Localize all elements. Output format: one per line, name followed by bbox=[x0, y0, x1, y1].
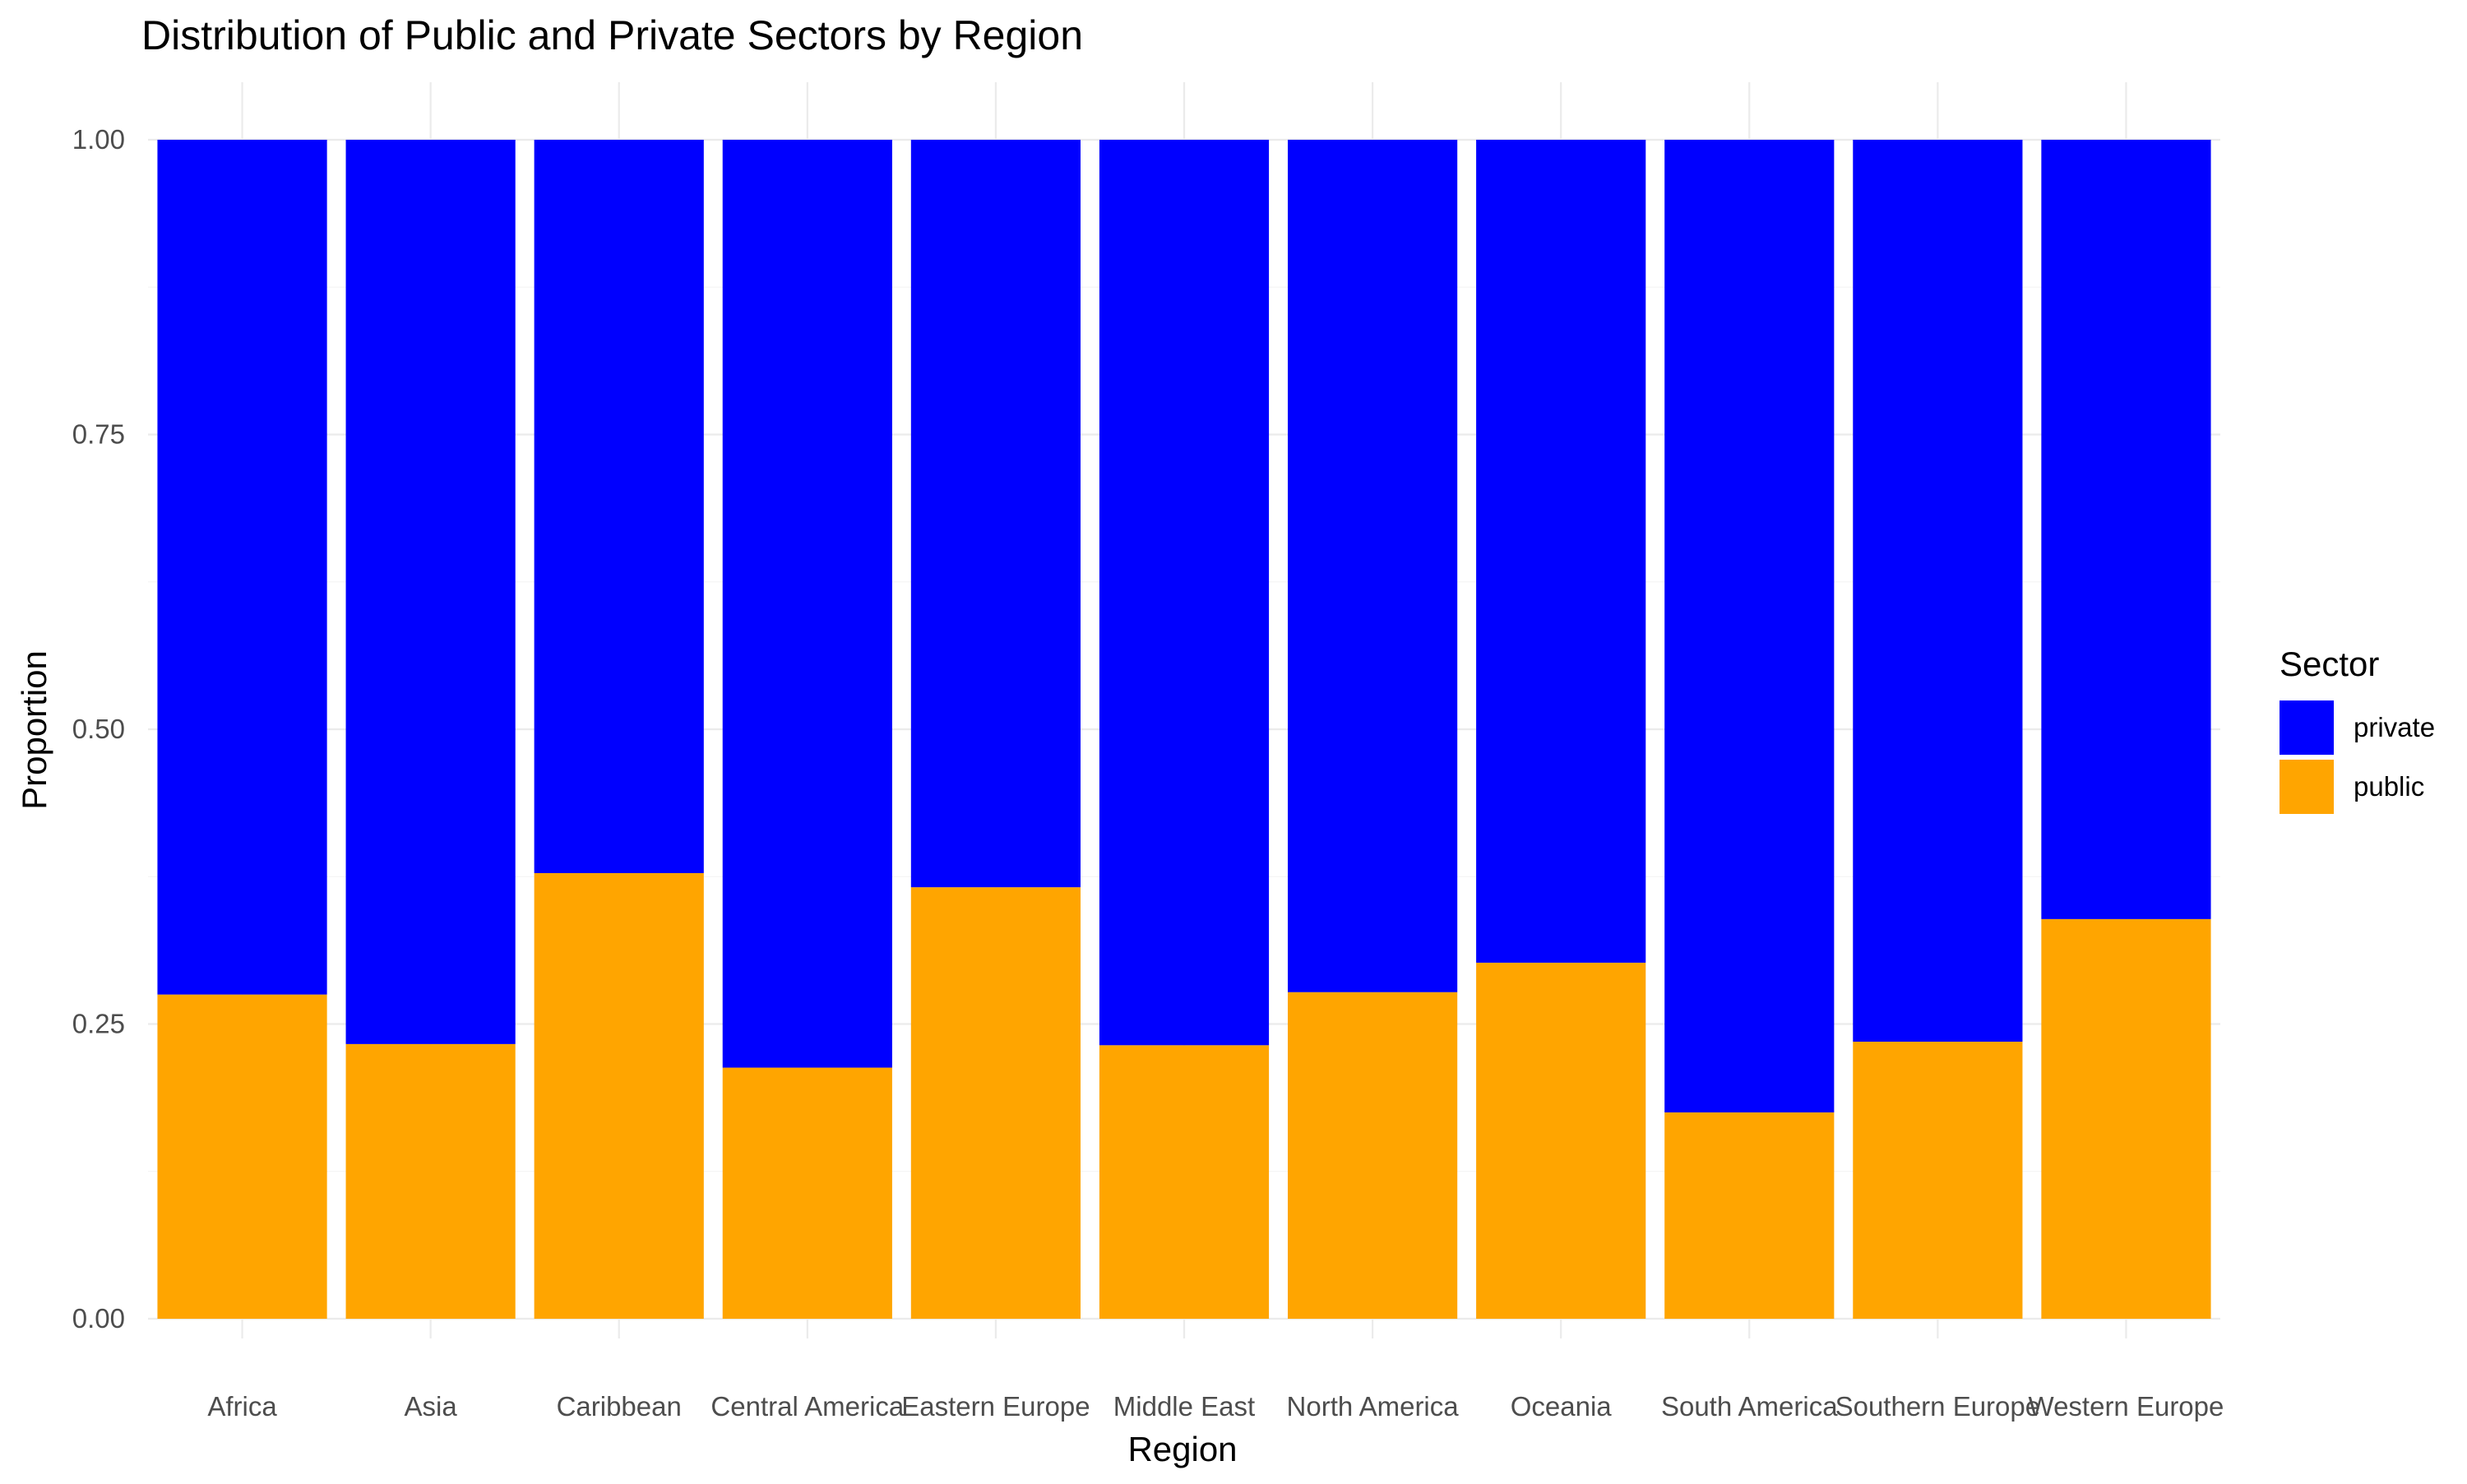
bar-private-middle-east bbox=[1099, 140, 1270, 1046]
x-tick-label: Caribbean bbox=[557, 1391, 682, 1422]
bar-public-north-america bbox=[1288, 992, 1458, 1319]
bar-public-southern-europe bbox=[1853, 1042, 2023, 1319]
bar-public-asia bbox=[345, 1043, 516, 1319]
x-tick-label: Western Europe bbox=[2029, 1391, 2224, 1422]
bar-public-caribbean bbox=[534, 872, 704, 1319]
x-tick-labels: Africa Asia Caribbean Central AmericaEaster… bbox=[207, 1391, 2224, 1422]
legend-key-public bbox=[2280, 760, 2334, 814]
bar-private-western-europe bbox=[2041, 140, 2211, 919]
legend-title: Sector bbox=[2280, 645, 2379, 683]
x-tick-label: Eastern Europe bbox=[901, 1391, 1090, 1422]
x-tick-label: Africa bbox=[207, 1391, 277, 1422]
bar-private-africa bbox=[157, 140, 327, 995]
y-tick-label: 0.25 bbox=[72, 1009, 125, 1039]
bar-private-eastern-europe bbox=[910, 140, 1081, 888]
y-tick-labels: 0.00 0.25 0.50 0.75 1.00 bbox=[72, 124, 125, 1334]
legend: private public bbox=[2280, 700, 2435, 814]
x-axis-title: Region bbox=[1127, 1430, 1237, 1468]
bar-public-middle-east bbox=[1099, 1045, 1270, 1319]
bars bbox=[157, 140, 2211, 1319]
bar-public-central-america bbox=[722, 1067, 892, 1319]
bar-public-africa bbox=[157, 994, 327, 1319]
bar-public-oceania bbox=[1476, 962, 1646, 1319]
y-tick-label: 0.75 bbox=[72, 419, 125, 450]
x-tick-label: Central America bbox=[710, 1391, 904, 1422]
legend-key-private bbox=[2280, 700, 2334, 755]
y-tick-label: 0.00 bbox=[72, 1303, 125, 1334]
bar-private-oceania bbox=[1476, 140, 1646, 963]
bar-private-caribbean bbox=[534, 140, 704, 873]
bar-private-asia bbox=[345, 140, 516, 1044]
legend-label-public: public bbox=[2354, 771, 2424, 802]
bar-private-central-america bbox=[722, 140, 892, 1068]
y-tick-label: 0.50 bbox=[72, 714, 125, 744]
x-tick-label: North America bbox=[1287, 1391, 1460, 1422]
y-tick-label: 1.00 bbox=[72, 124, 125, 155]
bar-private-south-america bbox=[1664, 140, 1835, 1113]
bar-public-eastern-europe bbox=[910, 887, 1081, 1319]
bar-public-western-europe bbox=[2041, 918, 2211, 1319]
x-tick-label: Asia bbox=[405, 1391, 458, 1422]
bar-private-southern-europe bbox=[1853, 140, 2023, 1042]
x-tick-label: Southern Europe bbox=[1835, 1391, 2041, 1422]
x-tick-label: Middle East bbox=[1113, 1391, 1255, 1422]
bar-private-north-america bbox=[1288, 140, 1458, 992]
legend-label-private: private bbox=[2354, 712, 2435, 742]
chart-title: Distribution of Public and Private Secto… bbox=[141, 12, 1083, 58]
x-tick-label: South America bbox=[1661, 1391, 1838, 1422]
y-axis-title: Proportion bbox=[15, 650, 53, 810]
bar-public-south-america bbox=[1664, 1112, 1835, 1319]
x-tick-label: Oceania bbox=[1511, 1391, 1613, 1422]
